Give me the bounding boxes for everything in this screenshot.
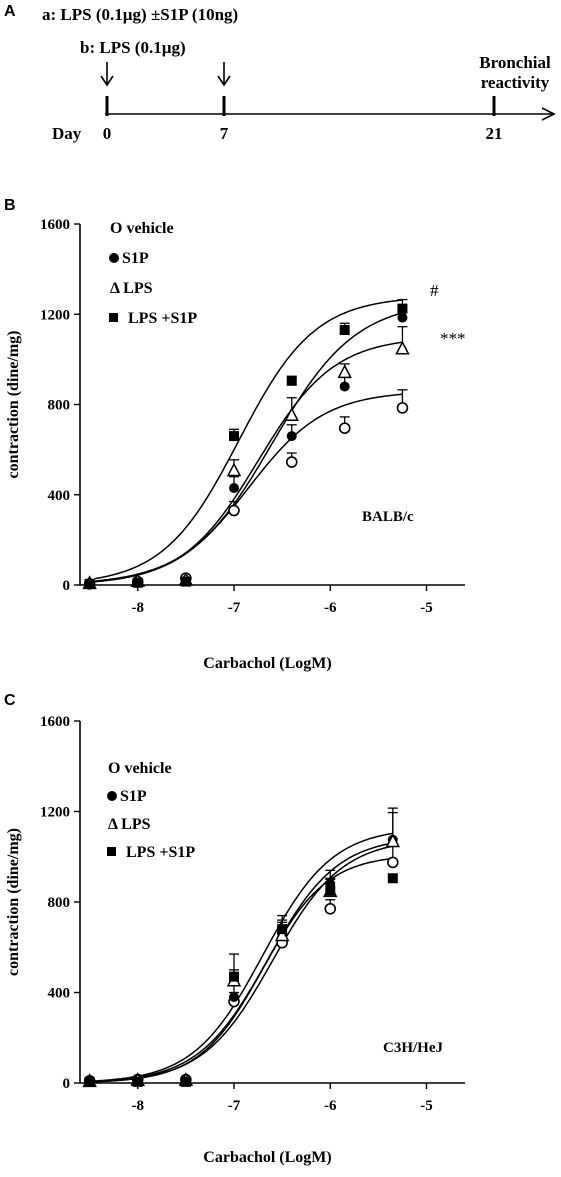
legend-marker-lps-s1p — [109, 313, 118, 322]
point-s1p — [397, 312, 408, 323]
point-lps-s1p — [339, 325, 350, 336]
x-axis-title: Carbachol (LogM) — [203, 655, 331, 672]
legend-entry-lps: Δ LPS — [110, 280, 153, 297]
chart-b: B 0 400 800 1200 1600 -8 -7 -6 -5 Carbachol (LogM… — [4, 197, 466, 672]
x-tick-label: -7 — [228, 600, 241, 616]
y-tick-label: 400 — [48, 488, 71, 504]
point-lps-s1p — [84, 1076, 95, 1087]
y-tick-label: 800 — [48, 895, 71, 911]
point-vehicle — [285, 456, 298, 468]
point-lps — [226, 462, 242, 477]
protocol-a-label: a: LPS (0.1µg) ±S1P (10ng) — [42, 5, 238, 24]
fit-curve-lps — [94, 341, 403, 583]
panel-a: A a: LPS (0.1µg) ±S1P (10ng) b: LPS (0.1… — [4, 3, 556, 143]
day-7-label: 7 — [220, 124, 229, 143]
x-tick-label: -5 — [420, 1098, 433, 1114]
point-lps-s1p — [387, 873, 398, 884]
timeline-arrowhead — [541, 107, 556, 121]
x-axis-title: Carbachol (LogM) — [203, 1149, 331, 1166]
point-s1p — [286, 431, 297, 442]
legend-entry-lps-s1p: LPS +S1P — [128, 310, 197, 327]
day-21-label: 21 — [486, 124, 503, 143]
point-lps — [337, 364, 352, 379]
legend-entry-vehicle: O vehicle — [110, 220, 174, 237]
point-lps-s1p — [286, 375, 297, 386]
x-tick-label: -6 — [324, 1098, 337, 1114]
fit-curve-s1p — [94, 842, 393, 1083]
x-tick-label: -8 — [132, 1098, 145, 1114]
point-lps-s1p — [132, 577, 143, 588]
legend-entry-s1p: S1P — [122, 250, 149, 267]
legend-entry-lps-s1p: LPS +S1P — [126, 844, 195, 861]
point-lps-s1p — [229, 431, 239, 442]
y-axis-title: contraction (dine/mg) — [5, 828, 22, 976]
point-vehicle — [338, 422, 351, 434]
fit-curve-s1p — [94, 312, 403, 582]
legend-marker-s1p — [109, 253, 119, 263]
x-tick-label: -8 — [132, 600, 145, 616]
point-s1p — [339, 381, 350, 392]
endpoint-label-line1: Bronchial — [479, 53, 551, 72]
day-label: Day — [52, 124, 82, 143]
point-lps-s1p — [277, 924, 288, 935]
point-vehicle — [324, 902, 337, 915]
point-lps — [284, 407, 299, 422]
point-lps-s1p — [180, 1076, 191, 1087]
point-lps-s1p — [397, 303, 408, 314]
strain-label: C3H/HeJ — [383, 1040, 443, 1056]
legend-marker-s1p — [107, 791, 117, 801]
x-tick-label: -6 — [324, 600, 337, 616]
point-lps — [395, 340, 410, 355]
point-vehicle — [228, 504, 240, 517]
fit-curve-vehicle — [94, 845, 393, 1083]
x-tick-label: -5 — [420, 600, 433, 616]
chart-c: C 0 400 800 1200 1600 -8 -7 -6 -5 Carbachol (LogM… — [4, 692, 465, 1166]
x-tick-label: -7 — [228, 1098, 241, 1114]
significance-mark: # — [430, 281, 439, 300]
y-tick-label: 1600 — [40, 217, 70, 233]
protocol-b-label: b: LPS (0.1µg) — [80, 38, 186, 57]
point-lps-s1p — [180, 576, 191, 587]
panel-letter-c: C — [4, 692, 16, 709]
dose-arrow-day-7 — [217, 62, 231, 87]
y-tick-label: 0 — [63, 1076, 71, 1092]
significance-mark: *** — [440, 329, 466, 348]
fit-curve-lps — [94, 832, 393, 1082]
legend-marker-lps-s1p — [107, 847, 116, 856]
legend-entry-vehicle: O vehicle — [108, 760, 172, 777]
strain-label: BALB/c — [362, 509, 414, 525]
y-tick-label: 1600 — [40, 714, 70, 730]
fit-curve-lps-s1p — [94, 857, 393, 1083]
point-s1p — [229, 992, 239, 1003]
day-0-label: 0 — [103, 124, 112, 143]
point-lps-s1p — [229, 971, 239, 982]
legend: O vehicle S1P Δ LPS LPS +S1P — [107, 760, 195, 861]
y-axis-title: contraction (dine/mg) — [5, 331, 22, 479]
legend-entry-s1p: S1P — [120, 788, 147, 805]
point-vehicle — [387, 856, 399, 869]
y-tick-label: 800 — [48, 398, 71, 414]
legend-entry-lps: Δ LPS — [108, 816, 151, 833]
fit-curve-lps-s1p — [94, 299, 403, 580]
y-tick-label: 1200 — [40, 307, 70, 323]
dose-arrow-day-0 — [100, 62, 114, 87]
point-lps-s1p — [325, 885, 336, 896]
y-tick-label: 400 — [48, 986, 71, 1002]
point-lps — [385, 833, 401, 848]
endpoint-label-line2: reactivity — [481, 73, 550, 92]
point-s1p — [229, 482, 239, 493]
panel-letter-a: A — [4, 3, 16, 20]
point-vehicle — [396, 402, 409, 414]
point-lps — [274, 927, 290, 942]
point-lps-s1p — [84, 578, 95, 589]
point-lps-s1p — [132, 1076, 143, 1087]
y-tick-label: 0 — [63, 578, 71, 594]
panel-letter-b: B — [4, 197, 16, 214]
legend: O vehicle S1P Δ LPS LPS +S1P — [109, 220, 197, 327]
y-tick-label: 1200 — [40, 805, 70, 821]
